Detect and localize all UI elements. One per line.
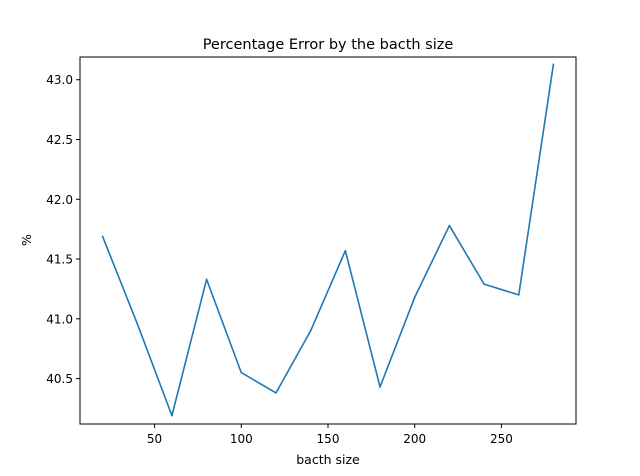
data-point: [344, 249, 347, 252]
x-tick-label: 50: [147, 432, 162, 446]
y-tick-label: 43.0: [46, 73, 73, 87]
x-tick-label: 250: [490, 432, 513, 446]
y-tick-label: 42.5: [46, 133, 73, 147]
data-point: [275, 392, 277, 394]
y-axis-ticks: 40.5 41.0 41.5 42.0 42.5 43.0: [46, 73, 80, 386]
y-axis-label: %: [19, 234, 34, 246]
data-point: [379, 386, 381, 388]
data-points: [101, 63, 555, 417]
data-point: [171, 414, 173, 417]
data-point: [517, 294, 520, 296]
error-series-line: [101, 64, 555, 417]
y-tick-label: 41.5: [46, 253, 73, 267]
data-point: [309, 329, 312, 332]
data-point: [101, 235, 104, 238]
y-tick-label: 42.0: [46, 193, 73, 207]
x-tick-label: 150: [317, 432, 340, 446]
data-point: [448, 224, 451, 227]
x-axis-ticks: 50 100 150 200 250: [147, 424, 513, 446]
data-point: [413, 296, 416, 299]
data-point: [205, 278, 208, 281]
data-point: [240, 371, 243, 374]
x-axis-label: bacth size: [296, 452, 360, 467]
y-tick-label: 41.0: [46, 312, 73, 326]
y-tick-label: 40.5: [46, 372, 73, 386]
data-point: [483, 283, 485, 285]
x-tick-label: 200: [403, 432, 426, 446]
x-tick-label: 100: [230, 432, 253, 446]
data-point: [136, 322, 139, 325]
data-point: [552, 63, 555, 65]
chart-title: Percentage Error by the bacth size: [203, 37, 454, 53]
